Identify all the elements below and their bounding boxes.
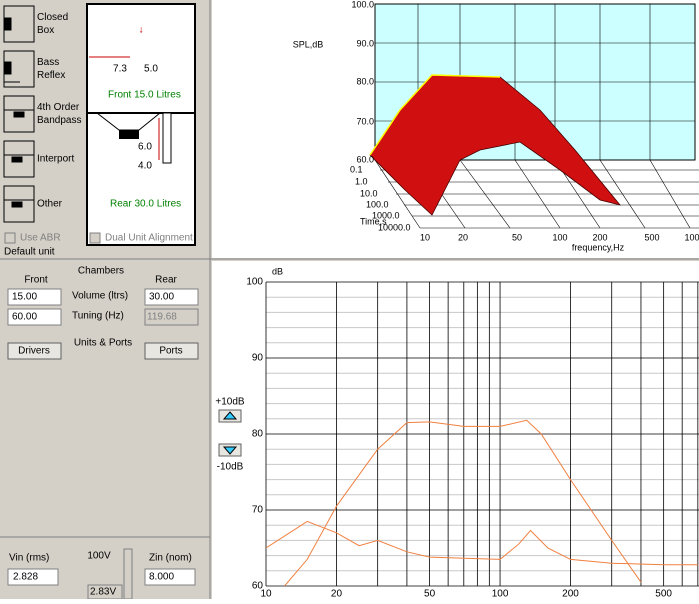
label: 100.0 bbox=[366, 199, 389, 209]
response-line bbox=[284, 419, 642, 586]
checkbox[interactable] bbox=[4, 232, 16, 244]
label: 15.00 bbox=[12, 292, 37, 303]
label: 50 bbox=[512, 232, 522, 242]
label: 0.1 bbox=[350, 164, 363, 174]
label: Rear bbox=[155, 275, 177, 286]
checkbox-label: Dual Unit Alignment bbox=[105, 233, 193, 244]
label: 60.0 bbox=[356, 154, 374, 164]
response-line bbox=[266, 520, 698, 566]
box-diagram bbox=[86, 3, 196, 246]
label: -10dB bbox=[217, 462, 244, 473]
enclosure-label: 4th Order bbox=[37, 102, 80, 113]
label: 90.0 bbox=[356, 38, 374, 48]
label: Chambers bbox=[78, 266, 124, 277]
label: Front bbox=[24, 275, 48, 286]
axis-label: dB bbox=[272, 266, 283, 276]
label: 70.0 bbox=[356, 116, 374, 126]
label: 119.68 bbox=[147, 312, 177, 323]
text-input[interactable] bbox=[7, 568, 59, 586]
label: Units & Ports bbox=[74, 338, 132, 349]
button[interactable] bbox=[144, 342, 199, 360]
arrow: ↓ bbox=[139, 25, 144, 36]
button-label: Drivers bbox=[18, 346, 50, 357]
y-tick-label: 60 bbox=[252, 581, 264, 592]
label: Default unit bbox=[4, 247, 55, 258]
label: +10dB bbox=[215, 397, 245, 408]
y-tick-label: 80 bbox=[252, 429, 264, 440]
label: 60.00 bbox=[12, 312, 37, 323]
y-tick-label: 70 bbox=[252, 505, 264, 516]
arrow-up bbox=[222, 411, 238, 420]
label: 80.0 bbox=[356, 76, 374, 86]
label: 500 bbox=[644, 232, 659, 242]
label: frequency,Hz bbox=[572, 242, 625, 252]
enclosure-label: Box bbox=[37, 25, 54, 36]
x-tick-label: 100 bbox=[492, 589, 509, 599]
label: 100.0 bbox=[351, 0, 374, 9]
x-tick-label: 10 bbox=[260, 589, 272, 599]
slider[interactable] bbox=[123, 548, 133, 600]
label: 5.0 bbox=[144, 64, 158, 75]
label: 1.0 bbox=[355, 176, 368, 186]
label: Vin (rms) bbox=[9, 553, 49, 564]
label: Time,s bbox=[360, 216, 387, 226]
x-tick-label: 200 bbox=[562, 589, 579, 599]
label: 10.0 bbox=[360, 188, 378, 198]
label: 100 bbox=[684, 232, 699, 242]
label: 1000.0 bbox=[372, 210, 400, 220]
label: Rear 30.0 Litres bbox=[110, 199, 181, 210]
surface-plot bbox=[369, 3, 699, 229]
text-input[interactable] bbox=[144, 568, 196, 586]
text-input[interactable] bbox=[7, 308, 62, 326]
x-tick-label: 50 bbox=[424, 589, 436, 599]
y-tick-label: 90 bbox=[252, 353, 264, 364]
label: 20 bbox=[458, 232, 468, 242]
label: 10 bbox=[420, 232, 430, 242]
label: 7.3 bbox=[113, 64, 127, 75]
button-label: Ports bbox=[159, 346, 182, 357]
label: Zin (nom) bbox=[149, 553, 192, 564]
checkbox-label: Use ABR bbox=[20, 233, 61, 244]
label: 10000.0 bbox=[378, 222, 411, 232]
text-input[interactable] bbox=[7, 288, 62, 306]
label: 2.828 bbox=[13, 572, 38, 583]
label: Front 15.0 Litres bbox=[108, 90, 181, 101]
label: 4.0 bbox=[138, 161, 152, 172]
x-tick-label: 500 bbox=[655, 589, 672, 599]
enclosure-label: Interport bbox=[37, 154, 74, 165]
label: Volume (ltrs) bbox=[72, 291, 128, 302]
enclosure-label: Bass bbox=[37, 57, 59, 68]
label: 100V bbox=[87, 551, 111, 562]
enclosure-label: Reflex bbox=[37, 70, 65, 81]
label: 100 bbox=[552, 232, 567, 242]
label: 200 bbox=[592, 232, 607, 242]
text-input[interactable] bbox=[144, 288, 199, 306]
enclosure-label: Closed bbox=[37, 12, 68, 23]
text-input bbox=[144, 308, 199, 326]
enclosure-label: Other bbox=[37, 199, 63, 210]
checkbox[interactable] bbox=[89, 232, 101, 244]
label: 2.83V bbox=[90, 587, 116, 598]
series-group bbox=[266, 419, 698, 586]
label: 30.00 bbox=[149, 292, 174, 303]
label: 6.0 bbox=[138, 142, 152, 153]
arrow-down bbox=[222, 446, 238, 455]
enclosure-icons[interactable] bbox=[3, 5, 35, 223]
y-tick-label: 100 bbox=[246, 277, 263, 288]
enclosure-label: Bandpass bbox=[37, 115, 81, 126]
x-tick-label: 20 bbox=[331, 589, 343, 599]
response-panel bbox=[212, 261, 699, 599]
label: Tuning (Hz) bbox=[72, 311, 124, 322]
button[interactable] bbox=[7, 342, 62, 360]
label: 8.000 bbox=[149, 572, 174, 583]
label: SPL,dB bbox=[293, 39, 324, 49]
